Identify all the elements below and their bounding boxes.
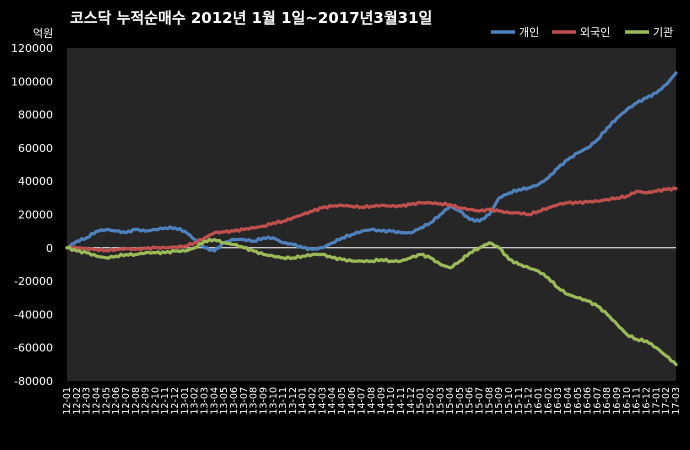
x-tick-label: 12-11: [160, 387, 171, 415]
series-line-1: [65, 71, 678, 253]
x-tick-label: 15-12: [524, 387, 535, 415]
x-tick-label: 14-07: [357, 387, 368, 415]
x-tick-label: 12-12: [170, 387, 181, 415]
y-tick-label: 60000: [18, 142, 53, 155]
x-tick-label: 14-02: [308, 387, 319, 415]
x-tick-label: 12-06: [111, 387, 122, 415]
chart-title: 코스닥 누적순매수 2012년 1월 1일~2017년3월31일: [70, 9, 432, 27]
x-tick-label: 12-07: [121, 387, 132, 415]
x-tick-label: 16-09: [612, 387, 623, 415]
x-tick-label: 14-05: [337, 387, 348, 415]
x-tick-label: 13-09: [258, 387, 269, 415]
x-tick-label: 15-03: [435, 387, 446, 415]
x-tick-label: 14-04: [327, 387, 338, 415]
y-tick-label: 40000: [18, 175, 53, 188]
legend-label: 외국인: [580, 26, 610, 39]
x-tick-label: 12-08: [131, 387, 142, 415]
x-axis-tick-labels: 12-0112-0212-0312-0412-0512-0612-0712-08…: [62, 387, 682, 415]
x-tick-label: 15-04: [445, 387, 456, 415]
y-tick-label: 120000: [11, 42, 53, 55]
x-tick-label: 16-05: [573, 387, 584, 415]
x-tick-label: 14-11: [396, 387, 407, 415]
x-tick-label: 13-05: [219, 387, 230, 415]
legend: 개인 외국인 기관: [491, 26, 673, 39]
series-line-2: [65, 186, 678, 253]
x-tick-label: 16-04: [563, 387, 574, 415]
x-tick-label: 12-01: [62, 387, 73, 415]
x-tick-label: 15-10: [504, 387, 515, 415]
x-tick-label: 14-12: [406, 387, 417, 415]
x-tick-label: 12-02: [72, 387, 83, 415]
y-tick-label: 20000: [18, 209, 53, 222]
x-tick-label: 15-02: [425, 387, 436, 415]
y-tick-label: -80000: [14, 375, 53, 388]
legend-label: 개인: [519, 26, 539, 39]
y-axis-tick-labels: 120000 100000 80000 60000 40000 20000 0 -20000 -…: [11, 42, 53, 388]
y-tick-label: -40000: [14, 308, 53, 321]
x-tick-label: 15-08: [484, 387, 495, 415]
x-tick-label: 13-02: [190, 387, 201, 415]
series-line-3: [65, 237, 678, 366]
x-tick-label: 16-01: [533, 387, 544, 415]
x-tick-label: 13-03: [200, 387, 211, 415]
y-tick-label: 100000: [11, 75, 53, 88]
x-tick-label: 14-09: [376, 387, 387, 415]
x-tick-label: 16-03: [553, 387, 564, 415]
x-tick-label: 17-03: [671, 387, 682, 415]
y-tick-label: -20000: [14, 275, 53, 288]
y-tick-label: -60000: [14, 342, 53, 355]
x-tick-label: 14-03: [317, 387, 328, 415]
x-tick-label: 16-10: [622, 387, 633, 415]
x-tick-label: 12-09: [141, 387, 152, 415]
x-tick-label: 16-08: [602, 387, 613, 415]
series-lines: [65, 71, 678, 366]
y-tick-label: 0: [46, 242, 53, 255]
x-tick-label: 15-06: [465, 387, 476, 415]
x-tick-label: 14-01: [298, 387, 309, 415]
x-tick-label: 13-10: [268, 387, 279, 415]
x-tick-label: 15-07: [475, 387, 486, 415]
x-tick-label: 15-11: [514, 387, 525, 415]
x-tick-label: 16-12: [642, 387, 653, 415]
x-tick-label: 13-04: [209, 387, 220, 415]
x-tick-label: 13-07: [239, 387, 250, 415]
x-tick-label: 16-07: [592, 387, 603, 415]
x-tick-label: 14-08: [367, 387, 378, 415]
x-tick-label: 13-11: [278, 387, 289, 415]
x-tick-label: 13-08: [249, 387, 260, 415]
x-tick-label: 16-11: [632, 387, 643, 415]
x-tick-label: 12-04: [91, 387, 102, 415]
x-tick-label: 13-06: [229, 387, 240, 415]
x-tick-label: 12-03: [82, 387, 93, 415]
x-tick-label: 12-05: [101, 387, 112, 415]
x-tick-label: 15-01: [416, 387, 427, 415]
legend-label: 기관: [653, 26, 673, 39]
y-axis-unit-label: 억원: [33, 27, 53, 40]
x-tick-label: 14-06: [347, 387, 358, 415]
x-tick-label: 16-02: [543, 387, 554, 415]
y-tick-label: 80000: [18, 109, 53, 122]
x-tick-label: 13-12: [288, 387, 299, 415]
x-tick-label: 17-02: [661, 387, 672, 415]
x-tick-label: 15-09: [494, 387, 505, 415]
plot-area: [67, 48, 676, 381]
x-tick-label: 17-01: [651, 387, 662, 415]
x-tick-label: 16-06: [583, 387, 594, 415]
x-tick-label: 14-10: [386, 387, 397, 415]
x-tick-label: 13-01: [180, 387, 191, 415]
x-tick-label: 12-10: [150, 387, 161, 415]
x-tick-label: 15-05: [455, 387, 466, 415]
